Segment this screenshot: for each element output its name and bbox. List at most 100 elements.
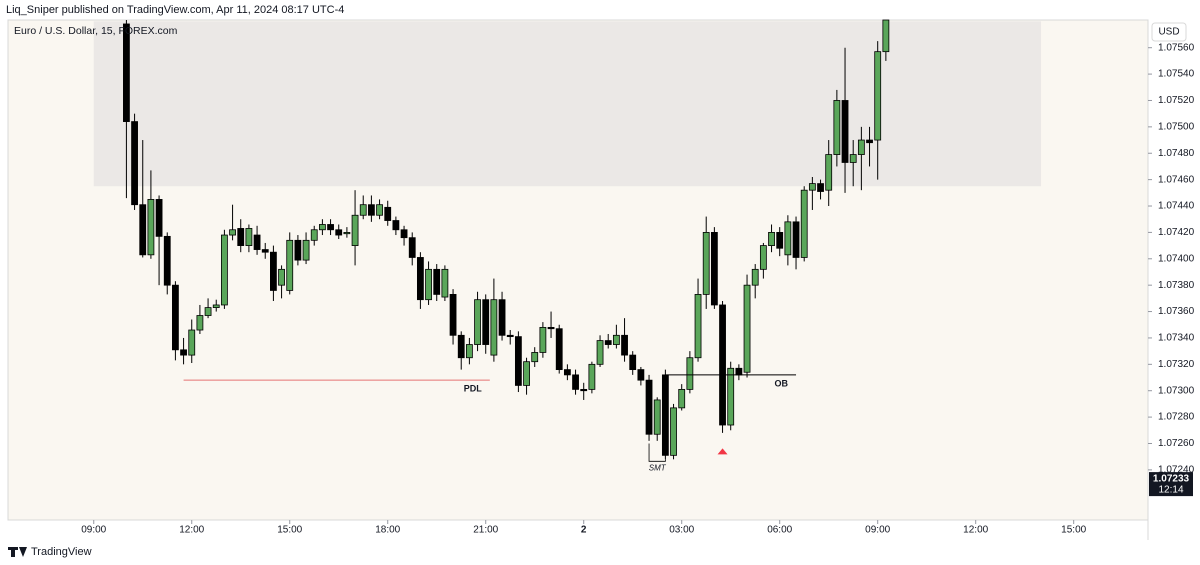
candle-body bbox=[792, 221, 800, 258]
candle-body bbox=[670, 407, 677, 456]
candle-body bbox=[204, 307, 212, 316]
candle-body bbox=[833, 100, 841, 155]
brand: TradingView bbox=[31, 546, 92, 558]
y-tick-label: 1.07360 bbox=[1158, 306, 1195, 317]
symbol-title: Euro / U.S. Dollar, 15, FOREX.com bbox=[14, 25, 178, 37]
y-tick-label: 1.07340 bbox=[1158, 333, 1195, 344]
y-tick-label: 1.07280 bbox=[1158, 412, 1195, 423]
candle-body bbox=[376, 204, 383, 216]
candle-body bbox=[172, 284, 179, 351]
candle-body bbox=[702, 232, 710, 295]
x-tick-label: 09:00 bbox=[81, 525, 106, 536]
x-tick-label: 12:00 bbox=[963, 525, 988, 536]
level-label: OB bbox=[775, 378, 789, 388]
y-tick-label: 1.07300 bbox=[1158, 385, 1195, 396]
candle-body bbox=[343, 232, 351, 235]
candle-body bbox=[621, 334, 628, 356]
candle-body bbox=[604, 340, 612, 345]
candle-body bbox=[637, 369, 645, 381]
candle-body bbox=[221, 234, 228, 306]
x-tick-label: 15:00 bbox=[277, 525, 302, 536]
candle-body bbox=[131, 121, 138, 206]
candle-body bbox=[866, 139, 873, 144]
y-tick-label: 1.07520 bbox=[1158, 95, 1195, 106]
zone bbox=[93, 21, 1042, 187]
y-tick-label: 1.07400 bbox=[1158, 253, 1195, 264]
candle-body bbox=[457, 334, 465, 359]
candle-body bbox=[359, 204, 367, 216]
candle-body bbox=[196, 315, 204, 331]
x-tick-label: 12:00 bbox=[179, 525, 204, 536]
candle-body bbox=[800, 189, 808, 258]
currency[interactable]: USD bbox=[1158, 27, 1179, 38]
candle-body bbox=[531, 352, 539, 363]
candle-body bbox=[270, 251, 277, 291]
candle-body bbox=[539, 326, 547, 353]
candle-body bbox=[514, 336, 522, 386]
candle-body bbox=[384, 206, 392, 221]
candle-body bbox=[686, 357, 694, 390]
y-tick-label: 1.07440 bbox=[1158, 201, 1195, 212]
candle-body bbox=[727, 367, 735, 426]
x-tick-label: 15:00 bbox=[1061, 525, 1086, 536]
last-price: 1.07233 bbox=[1153, 474, 1190, 485]
candle-body bbox=[278, 268, 285, 286]
candle-body bbox=[841, 100, 849, 163]
candle-body bbox=[882, 19, 890, 53]
candle-body bbox=[678, 388, 686, 409]
candle-body bbox=[408, 237, 416, 258]
candle-body bbox=[367, 204, 375, 216]
publisher: Liq_Sniper published on TradingView.com,… bbox=[6, 4, 344, 16]
candle-body bbox=[768, 232, 775, 246]
candle-body bbox=[694, 294, 702, 359]
candle-body bbox=[180, 349, 187, 356]
candle-body bbox=[253, 234, 261, 250]
candle-body bbox=[743, 284, 751, 373]
y-tick-label: 1.07320 bbox=[1158, 359, 1195, 370]
candle-body bbox=[147, 199, 155, 256]
candle-body bbox=[759, 245, 767, 270]
candle-body bbox=[645, 379, 653, 435]
candle-body bbox=[327, 224, 334, 231]
candle-body bbox=[163, 235, 171, 286]
candle-body bbox=[482, 299, 490, 345]
level-label: PDL bbox=[464, 384, 483, 394]
logo bbox=[8, 547, 27, 557]
candle-body bbox=[857, 139, 865, 155]
candle-body bbox=[776, 232, 784, 249]
candle-body bbox=[139, 204, 147, 256]
candle-body bbox=[661, 374, 669, 456]
candle-body bbox=[392, 220, 400, 231]
candle-body bbox=[817, 183, 824, 192]
candle-body bbox=[825, 154, 833, 191]
candle-body bbox=[212, 304, 220, 308]
x-tick-label: 21:00 bbox=[473, 525, 498, 536]
candle-body bbox=[229, 229, 236, 236]
y-tick-label: 1.07500 bbox=[1158, 122, 1195, 133]
y-tick-label: 1.07540 bbox=[1158, 69, 1195, 80]
x-tick-label: 18:00 bbox=[375, 525, 400, 536]
candle-body bbox=[572, 374, 579, 390]
candle-body bbox=[335, 229, 343, 236]
candle-body bbox=[547, 326, 555, 330]
candle-body bbox=[596, 340, 604, 365]
candle-body bbox=[719, 304, 726, 426]
candle-body bbox=[188, 329, 196, 356]
candle-body bbox=[302, 239, 310, 261]
candle-body bbox=[629, 354, 637, 371]
y-tick-label: 1.07420 bbox=[1158, 227, 1195, 238]
x-tick-label: 03:00 bbox=[669, 525, 694, 536]
currency-box[interactable] bbox=[1151, 22, 1187, 42]
y-tick-label: 1.07560 bbox=[1158, 42, 1195, 53]
y-tick-label: 1.07460 bbox=[1158, 174, 1195, 185]
candle-body bbox=[400, 229, 408, 239]
candle-body bbox=[294, 239, 302, 261]
candle-body bbox=[523, 361, 530, 386]
x-tick-label: 06:00 bbox=[767, 525, 792, 536]
candle-body bbox=[563, 369, 571, 376]
candle-body bbox=[498, 299, 506, 336]
y-tick-label: 1.07380 bbox=[1158, 280, 1195, 291]
candle-body bbox=[653, 399, 661, 435]
